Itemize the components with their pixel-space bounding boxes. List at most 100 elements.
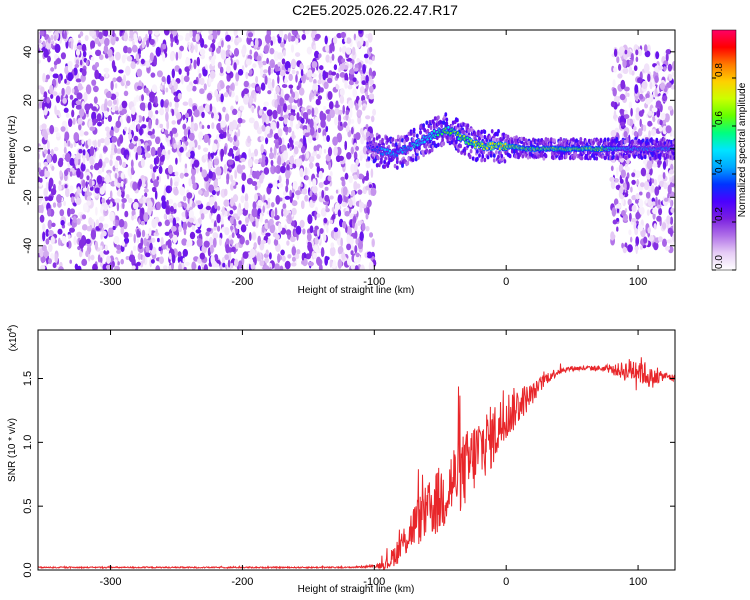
noise-speckle (635, 211, 641, 220)
noise-speckle (139, 126, 143, 136)
noise-speckle (286, 105, 292, 110)
noise-speckle (141, 220, 145, 226)
noise-speckle (252, 201, 257, 210)
noise-speckle (247, 135, 251, 144)
noise-speckle (671, 130, 675, 137)
noise-speckle (339, 46, 342, 53)
noise-speckle (120, 227, 125, 235)
noise-speckle (221, 257, 226, 264)
noise-speckle (365, 213, 369, 220)
noise-speckle (52, 262, 57, 269)
noise-speckle (370, 79, 374, 84)
noise-speckle (165, 205, 170, 215)
noise-speckle (107, 48, 113, 58)
noise-speckle (311, 107, 315, 118)
noise-speckle (189, 150, 195, 159)
noise-speckle (357, 109, 363, 117)
noise-speckle (270, 147, 273, 153)
noise-speckle (120, 30, 124, 33)
noise-speckle (309, 225, 314, 234)
noise-speckle (65, 152, 71, 162)
noise-speckle (50, 94, 54, 99)
noise-speckle (179, 146, 184, 153)
noise-speckle (627, 92, 630, 97)
noise-speckle (145, 60, 151, 68)
noise-speckle (623, 131, 628, 138)
noise-speckle (293, 146, 299, 155)
noise-speckle (644, 50, 651, 58)
noise-speckle (629, 212, 632, 222)
noise-speckle (284, 195, 291, 200)
noise-speckle (339, 88, 345, 97)
noise-speckle (360, 136, 365, 145)
noise-speckle (145, 246, 150, 253)
noise-speckle (132, 181, 138, 191)
noise-speckle (211, 190, 216, 196)
noise-speckle (329, 219, 334, 224)
noise-speckle (199, 88, 205, 95)
noise-speckle (207, 92, 213, 101)
noise-speckle (189, 132, 195, 141)
noise-speckle (287, 254, 292, 259)
noise-speckle (212, 143, 218, 153)
noise-speckle (365, 185, 370, 191)
noise-speckle (260, 144, 265, 154)
noise-speckle (48, 230, 54, 237)
noise-speckle (307, 214, 313, 225)
noise-speckle (226, 65, 231, 74)
noise-speckle (653, 241, 659, 251)
noise-speckle (154, 30, 160, 36)
noise-speckle (618, 63, 622, 71)
signal-halo (603, 137, 607, 142)
noise-speckle (114, 83, 118, 89)
noise-speckle (89, 30, 95, 37)
noise-speckle (115, 91, 119, 98)
noise-speckle (295, 123, 300, 130)
noise-speckle (159, 256, 164, 265)
signal-halo (478, 153, 481, 158)
noise-speckle (295, 225, 302, 235)
noise-speckle (58, 180, 62, 185)
signal-halo (419, 130, 422, 135)
noise-speckle (234, 258, 239, 268)
noise-speckle (626, 117, 631, 126)
noise-speckle (97, 121, 102, 127)
noise-speckle (147, 131, 153, 136)
noise-speckle (291, 58, 296, 69)
noise-speckle (312, 83, 319, 93)
noise-speckle (612, 79, 616, 88)
noise-speckle (94, 187, 101, 194)
noise-speckle (310, 31, 316, 39)
noise-speckle (166, 120, 170, 130)
noise-speckle (365, 161, 371, 169)
noise-speckle (156, 201, 161, 211)
noise-speckle (348, 198, 353, 208)
noise-speckle (314, 107, 319, 115)
noise-speckle (212, 30, 218, 40)
noise-speckle (81, 43, 87, 52)
noise-speckle (42, 101, 45, 111)
noise-speckle (148, 30, 153, 36)
noise-speckle (315, 33, 321, 40)
noise-speckle (182, 248, 188, 257)
noise-speckle (361, 222, 366, 231)
noise-speckle (282, 150, 289, 161)
noise-speckle (67, 207, 71, 217)
noise-speckle (342, 105, 345, 115)
noise-speckle (653, 179, 658, 186)
noise-speckle (667, 63, 673, 72)
noise-speckle (654, 186, 660, 196)
noise-speckle (662, 172, 666, 180)
noise-speckle (310, 126, 315, 136)
noise-speckle (269, 47, 275, 55)
noise-speckle (69, 208, 75, 215)
noise-speckle (612, 87, 617, 97)
noise-speckle (45, 41, 52, 50)
noise-speckle (79, 31, 84, 37)
noise-speckle (324, 194, 330, 202)
noise-speckle (118, 177, 122, 184)
noise-speckle (109, 190, 113, 199)
noise-speckle (662, 112, 666, 121)
noise-speckle (193, 79, 198, 85)
noise-speckle (53, 35, 57, 41)
